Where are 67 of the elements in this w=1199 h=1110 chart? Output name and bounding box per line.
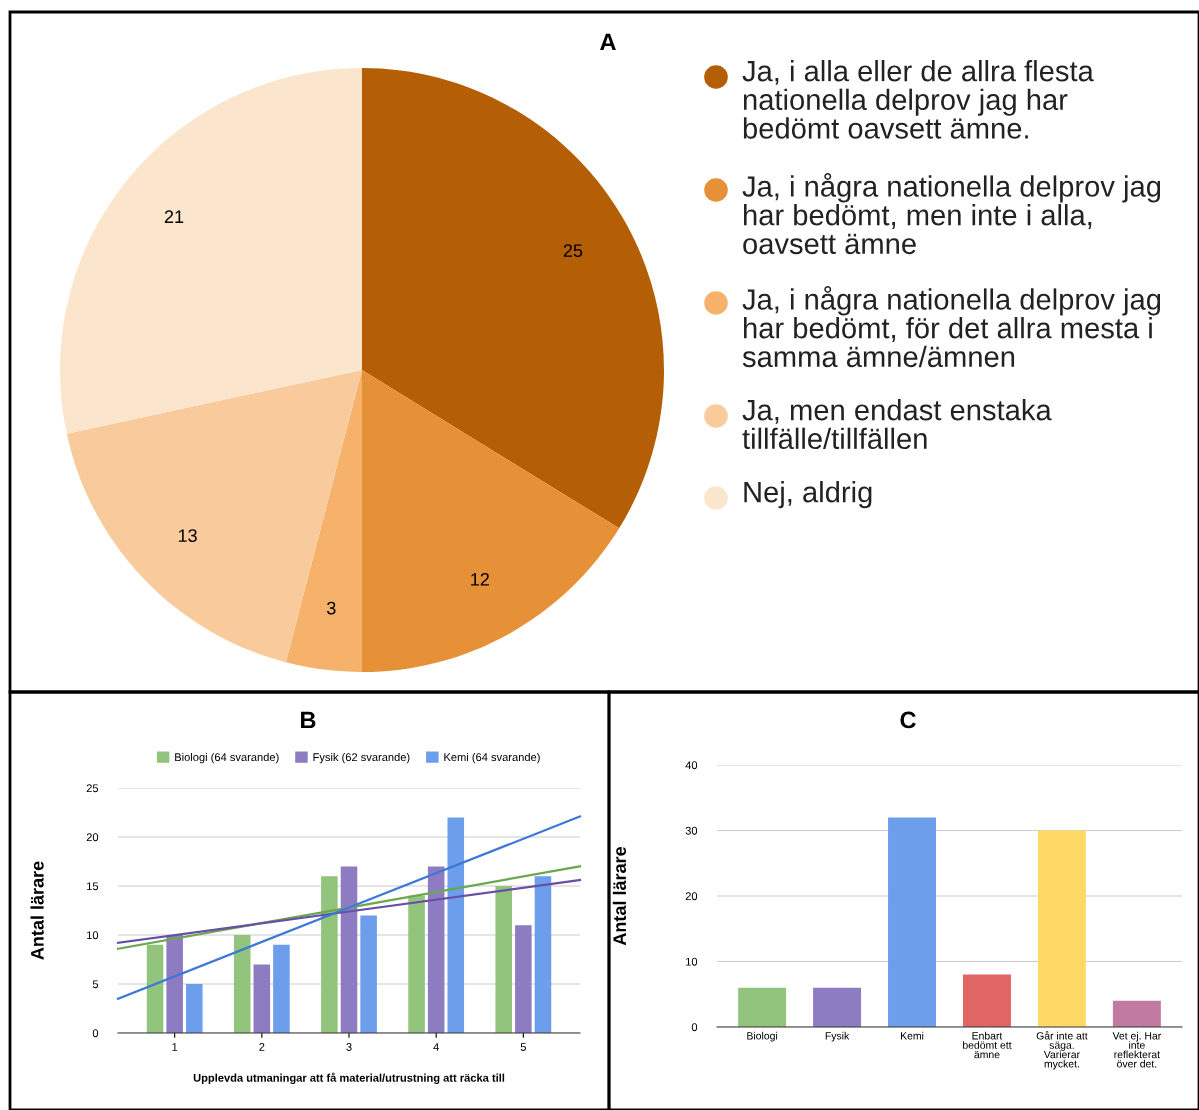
y-axis-title: Antal lärare — [612, 846, 627, 946]
bar — [233, 935, 251, 1033]
x-tick-label: Fysik — [825, 1031, 850, 1042]
y-tick-label: 30 — [685, 826, 698, 835]
bar — [321, 876, 338, 1033]
pie-slice — [362, 370, 620, 672]
bar — [360, 915, 377, 1033]
x-tick-label: 2 — [259, 1043, 265, 1051]
y-tick-label: 10 — [87, 931, 99, 940]
legend-label: Ja, i några nationella delprov jag har bedömt, för det allra mesta i samma ämne/ämnen — [742, 286, 1161, 368]
data-label: 13 — [178, 529, 197, 543]
legend-label: Ja, i några nationella delprov jag har bedömt, men inte i alla, oavsett ämne — [742, 173, 1161, 255]
y-tick-label: 20 — [685, 892, 698, 901]
bar — [273, 944, 290, 1033]
chart-title: A — [600, 33, 616, 51]
legend-label: Fysik (62 svarande) — [313, 752, 410, 764]
x-tick-label: Vet ej. Har inte reflekterat över det. — [1112, 1031, 1162, 1068]
x-axis-title: Upplevda utmaningar att få material/utrustning att räcka till — [193, 1072, 505, 1085]
y-tick-label: 20 — [86, 833, 99, 842]
bar — [185, 984, 203, 1033]
x-tick-label: 5 — [520, 1043, 526, 1051]
bar — [146, 944, 164, 1033]
legend-label: Biologi (64 svarande) — [175, 752, 279, 764]
bar — [1037, 830, 1086, 1027]
x-tick-label: Kemi — [901, 1031, 924, 1040]
data-label: 3 — [326, 601, 336, 615]
bar — [534, 876, 552, 1033]
legend-label: Ja, i alla eller de allra flesta nationella delprov jag har bedömt oavsett ämne. — [742, 60, 1094, 139]
x-tick-label: 4 — [433, 1043, 439, 1051]
x-tick-label: Biologi — [747, 1031, 778, 1042]
bar — [495, 886, 513, 1033]
legend-label: Ja, men endast enstaka tillfälle/tillfällen — [742, 399, 1052, 450]
bar — [1112, 1000, 1161, 1027]
y-tick-label: 5 — [92, 980, 99, 989]
y-tick-label: 25 — [86, 784, 99, 793]
y-tick-label: 40 — [685, 761, 698, 770]
bar — [427, 866, 445, 1033]
bar — [515, 925, 532, 1033]
chart-title: B — [301, 711, 316, 729]
legend-label: Nej, aldrig — [744, 481, 872, 509]
x-tick-label: Går inte att säga. Varierar mycket. — [1036, 1031, 1088, 1070]
bar — [738, 987, 787, 1027]
bar — [166, 935, 183, 1033]
x-tick-label: Enbart bedömt ett ämne — [963, 1031, 1012, 1059]
bar — [340, 866, 358, 1033]
bar — [962, 974, 1011, 1027]
y-tick-label: 0 — [92, 1029, 99, 1038]
bar — [253, 964, 271, 1033]
bar — [447, 817, 465, 1033]
y-axis-title: Antal lärare — [30, 861, 44, 960]
y-tick-label: 15 — [87, 882, 99, 891]
pie-slice — [66, 370, 362, 663]
legend-label: Kemi (64 svarande) — [444, 752, 540, 764]
bar — [813, 987, 862, 1027]
bar — [408, 895, 425, 1033]
chart-title: C — [900, 711, 916, 729]
pie-slice — [362, 68, 664, 529]
x-tick-label: 3 — [346, 1043, 352, 1051]
data-label: 21 — [164, 210, 184, 223]
y-tick-label: 10 — [686, 957, 698, 966]
y-tick-label: 0 — [691, 1023, 698, 1032]
pie-slice — [60, 68, 362, 434]
bar — [888, 817, 937, 1027]
pie-slice — [285, 370, 362, 672]
x-tick-label: 1 — [172, 1043, 178, 1051]
data-label: 12 — [471, 572, 489, 586]
data-label: 25 — [563, 244, 583, 258]
